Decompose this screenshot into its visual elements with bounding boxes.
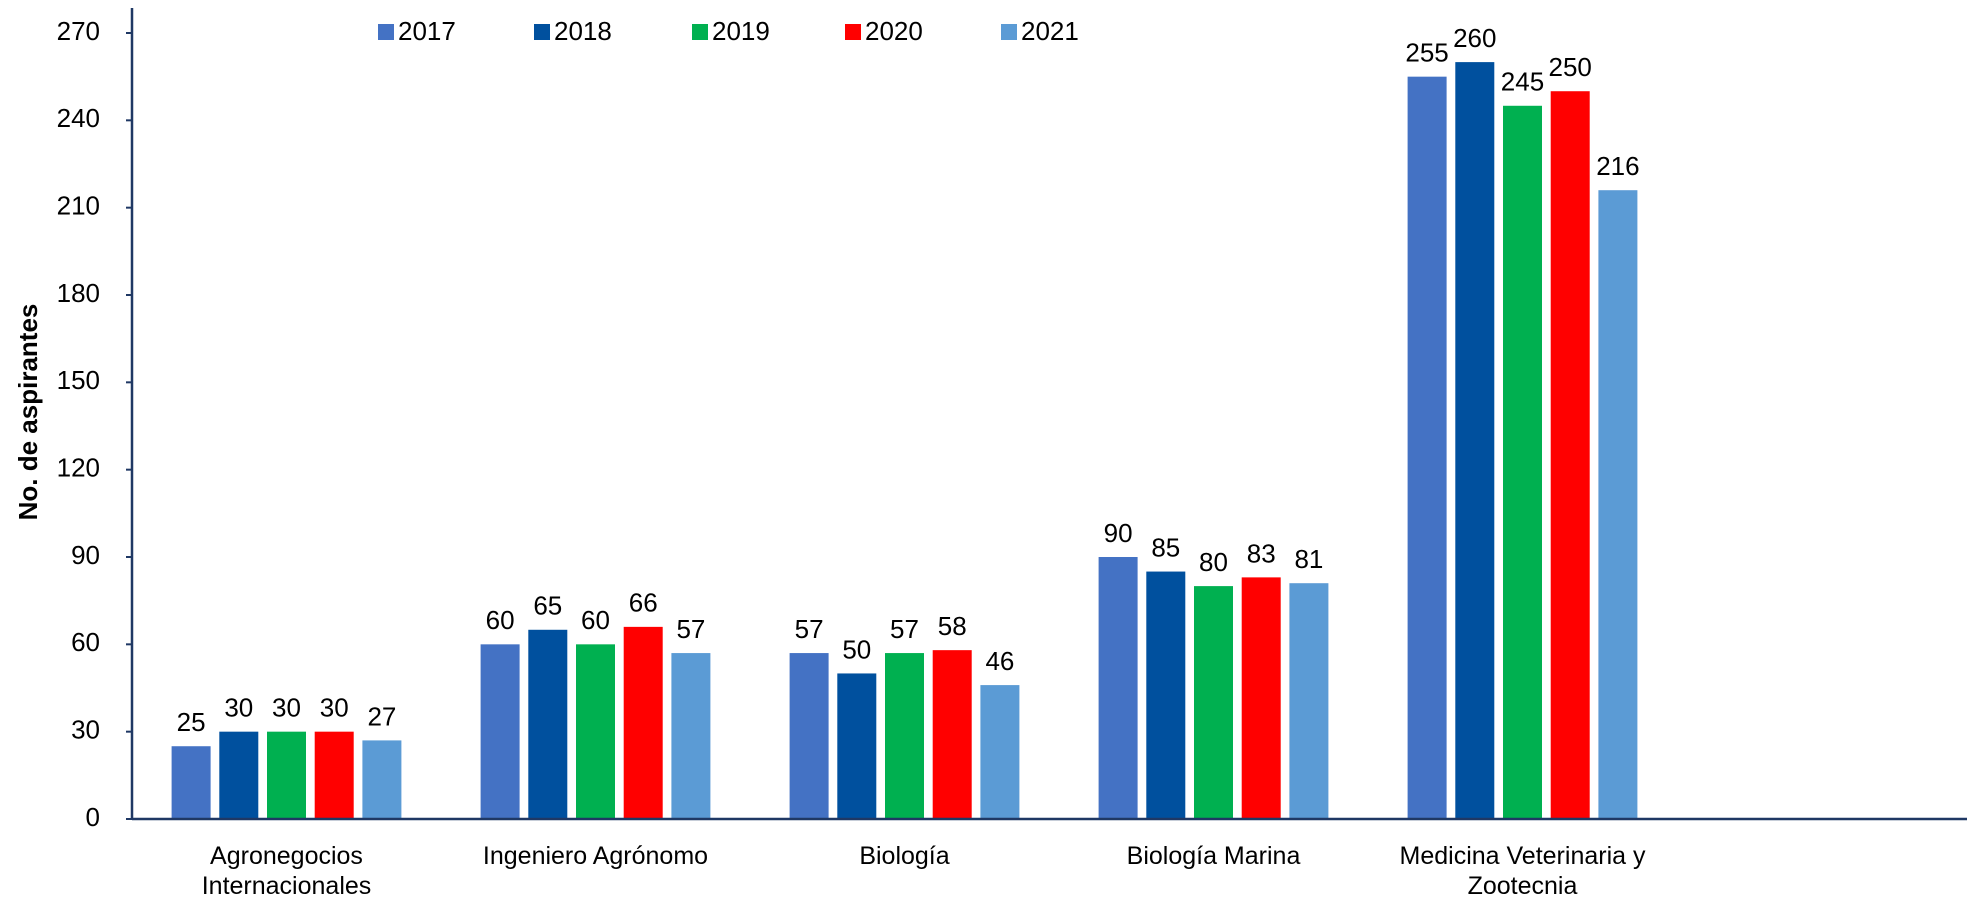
bar (932, 650, 972, 819)
y-tick-label: 120 (57, 453, 100, 483)
bar (1194, 586, 1233, 819)
x-tick-label: Medicina Veterinaria y Zootecnia (1399, 842, 1646, 900)
data-label: 46 (985, 646, 1014, 676)
y-tick-label: 150 (57, 365, 100, 395)
x-tick-label: Biología Marina (1126, 842, 1301, 870)
data-label: 30 (272, 693, 301, 723)
bar (1407, 76, 1447, 819)
x-tick-label: Ingeniero Agrónomo (482, 842, 709, 870)
y-tick-label: 0 (86, 802, 100, 832)
legend-swatch (1001, 24, 1017, 40)
bar (1289, 583, 1329, 819)
y-tick-label: 60 (71, 627, 100, 657)
data-label: 50 (842, 634, 871, 664)
y-axis-label: No. de aspirantes (13, 304, 43, 521)
y-tick-label: 240 (57, 103, 100, 133)
data-label: 57 (676, 614, 705, 644)
bar (789, 653, 829, 819)
data-label: 216 (1596, 151, 1639, 181)
bar (480, 644, 520, 819)
bar (1503, 105, 1542, 820)
bar (576, 644, 615, 819)
bar (1241, 577, 1281, 819)
x-tick-label: Biología (859, 842, 950, 870)
bar (1550, 91, 1590, 819)
bar (885, 653, 924, 819)
data-label: 58 (938, 611, 967, 641)
data-label: 60 (486, 605, 515, 635)
bar (1098, 557, 1138, 819)
data-label: 66 (629, 588, 658, 618)
data-label: 60 (581, 605, 610, 635)
legend-label: 2020 (865, 16, 923, 46)
bar (837, 673, 877, 819)
bar (267, 731, 306, 819)
data-label: 30 (224, 693, 253, 723)
y-tick-label: 210 (57, 191, 100, 221)
bar (171, 746, 211, 819)
y-tick-label: 90 (71, 540, 100, 570)
bar (1598, 190, 1638, 819)
bar (623, 626, 663, 819)
legend-label: 2017 (398, 16, 456, 46)
bar (980, 685, 1020, 819)
data-label: 27 (367, 701, 396, 731)
data-label: 57 (795, 614, 824, 644)
data-label: 65 (533, 591, 562, 621)
legend-swatch (534, 24, 550, 40)
bar (314, 731, 354, 819)
data-label: 80 (1199, 547, 1228, 577)
data-label: 260 (1453, 23, 1496, 53)
data-label: 250 (1549, 52, 1592, 82)
bar (671, 653, 711, 819)
bar (219, 731, 259, 819)
legend-swatch (845, 24, 861, 40)
data-label: 57 (890, 614, 919, 644)
data-label: 81 (1294, 544, 1323, 574)
data-label: 90 (1104, 518, 1133, 548)
legend-label: 2021 (1021, 16, 1079, 46)
bar (362, 740, 402, 819)
legend-label: 2018 (554, 16, 612, 46)
x-tick-label: Agronegocios Internacionales (201, 842, 372, 900)
bar (1455, 62, 1495, 820)
bar (528, 629, 568, 819)
legend-swatch (378, 24, 394, 40)
data-label: 83 (1247, 538, 1276, 568)
y-tick-label: 270 (57, 16, 100, 46)
data-label: 85 (1151, 532, 1180, 562)
y-tick-label: 30 (71, 715, 100, 745)
legend-label: 2019 (712, 16, 770, 46)
data-label: 255 (1405, 38, 1448, 68)
data-label: 245 (1501, 67, 1544, 97)
y-tick-label: 180 (57, 278, 100, 308)
legend-swatch (692, 24, 708, 40)
bar (1146, 571, 1186, 819)
data-label: 30 (320, 693, 349, 723)
data-label: 25 (177, 707, 206, 737)
